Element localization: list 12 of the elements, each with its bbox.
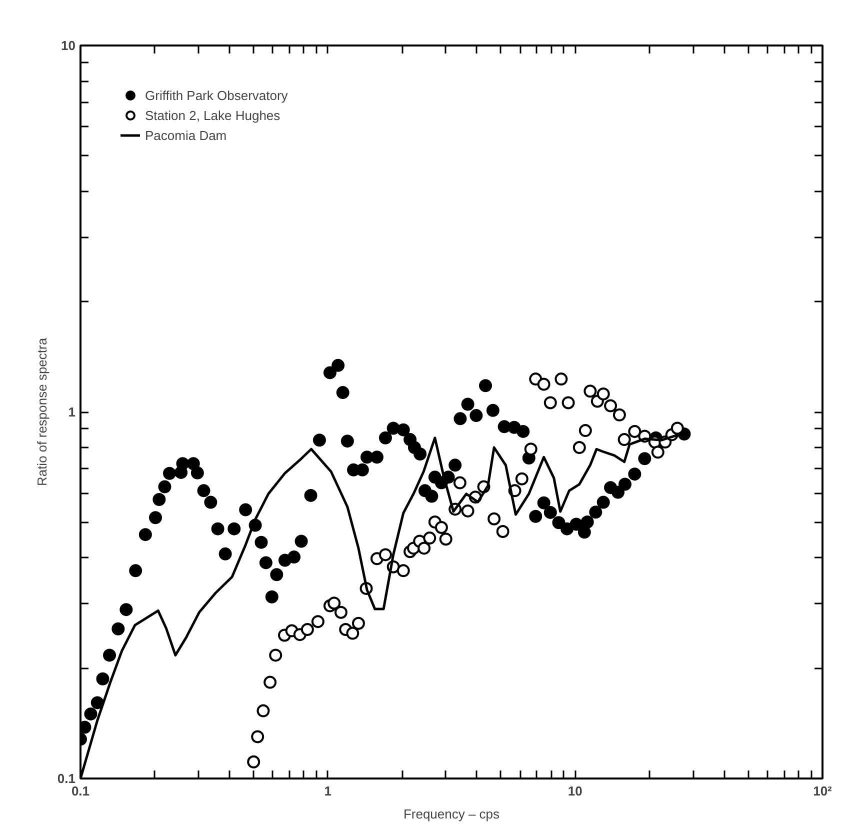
x-tick-label: 10² xyxy=(813,784,833,798)
x-tick-label: 1 xyxy=(324,784,332,798)
legend-label: Griffith Park Observatory xyxy=(145,88,288,102)
y-tick-label: 0.1 xyxy=(57,771,76,786)
y-tick-label: 1 xyxy=(68,404,76,420)
legend-label: Pacomia Dam xyxy=(145,128,227,142)
x-tick-label: 0.1 xyxy=(71,784,90,798)
y-axis-title: Ratio of response spectra xyxy=(34,337,50,486)
legend-label: Station 2, Lake Hughes xyxy=(145,108,280,122)
x-axis-title: Frequency – cps xyxy=(403,806,500,822)
y-tick-label: 10 xyxy=(61,38,76,53)
x-tick-label: 10 xyxy=(568,784,582,798)
